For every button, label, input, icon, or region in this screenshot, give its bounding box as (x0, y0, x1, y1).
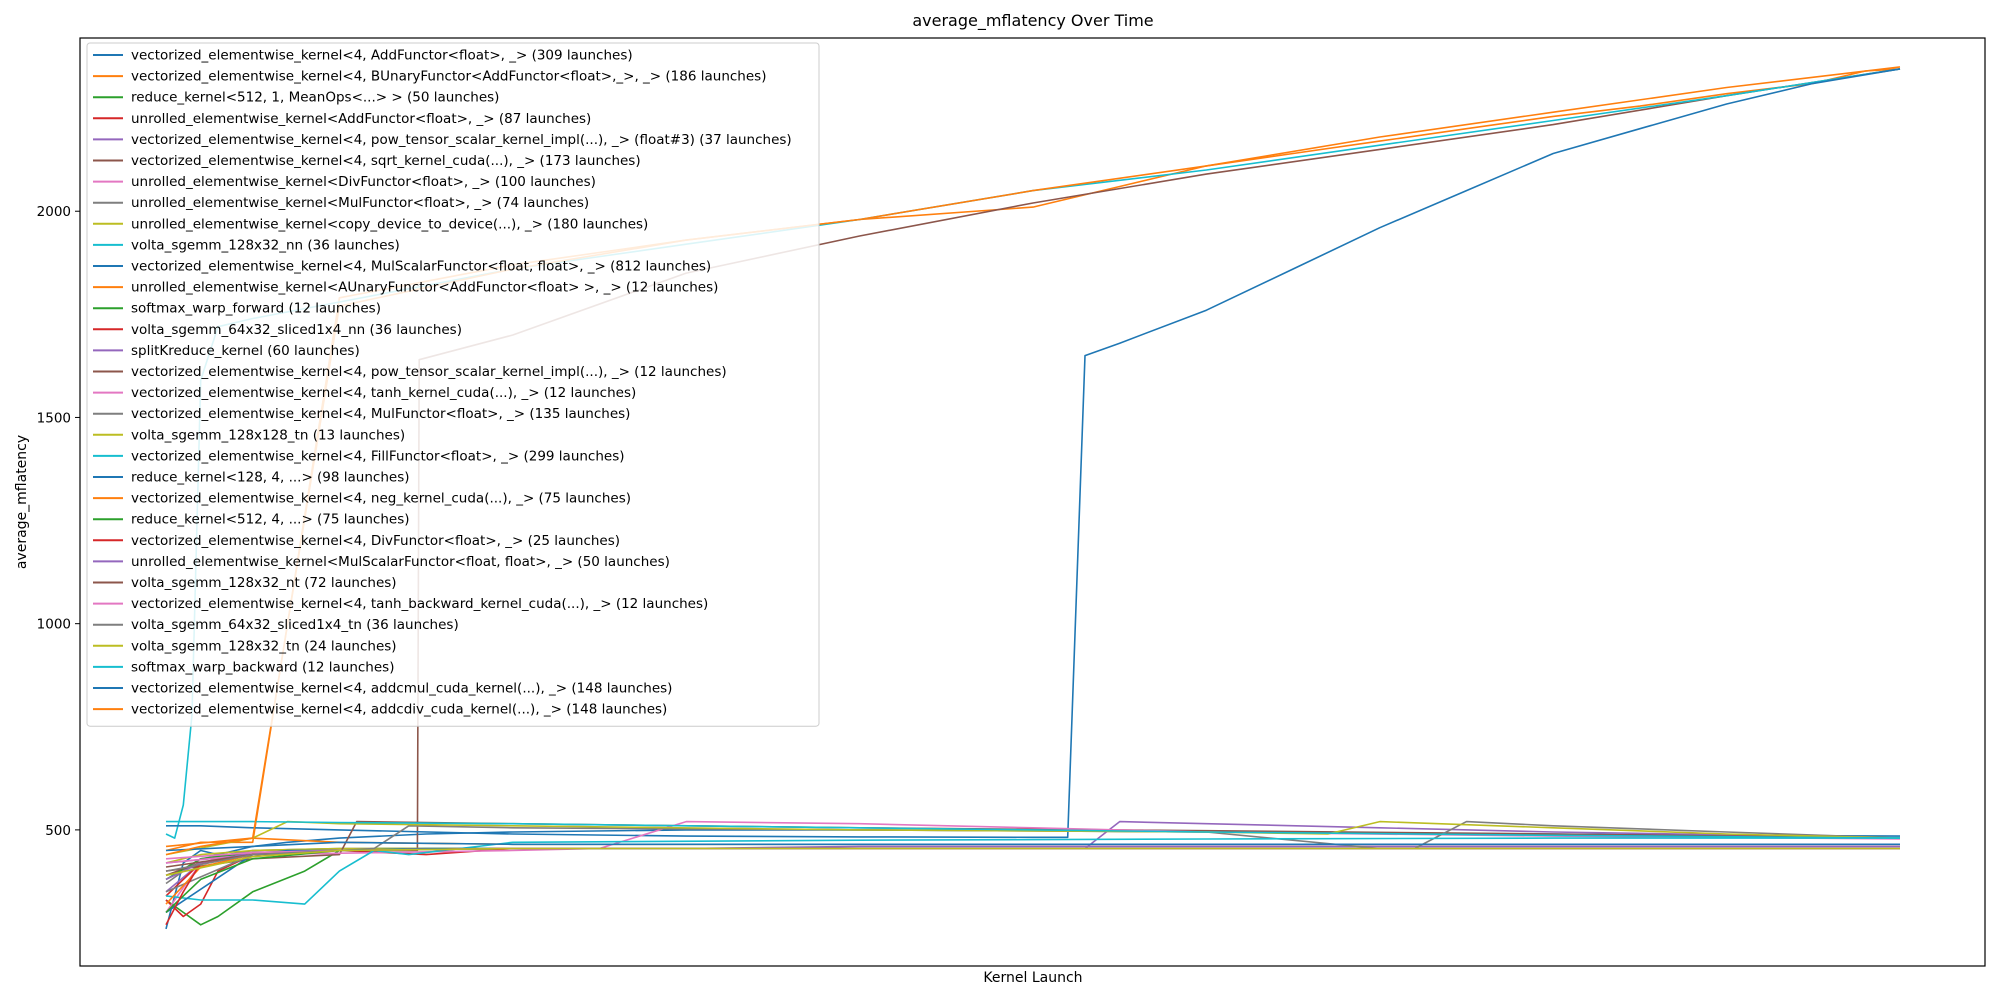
legend-entry: vectorized_elementwise_kernel<4, MulFunc… (131, 406, 630, 422)
series-line-21 (165, 847, 1900, 914)
legend-entry: volta_sgemm_128x128_tn (13 launches) (131, 427, 405, 443)
legend-entry: vectorized_elementwise_kernel<4, tanh_ba… (131, 596, 708, 612)
series-line-29 (165, 847, 1900, 877)
series-line-24 (165, 847, 1900, 926)
legend: vectorized_elementwise_kernel<4, AddFunc… (86, 42, 820, 727)
legend-entry: vectorized_elementwise_kernel<4, MulScal… (131, 259, 711, 275)
series-line-4 (165, 847, 1900, 918)
y-tick-label: 1000 (37, 617, 71, 633)
legend-box (86, 42, 820, 727)
series-line-32 (165, 66, 1901, 856)
legend-entry: unrolled_elementwise_kernel<MulScalarFun… (131, 554, 670, 570)
legend-entry: vectorized_elementwise_kernel<4, pow_ten… (131, 132, 792, 148)
series-line-11 (166, 68, 1901, 839)
x-axis-label: Kernel Launch (983, 970, 1082, 986)
y-tick-label: 1500 (37, 410, 71, 426)
legend-entry: softmax_warp_backward (12 launches) (131, 659, 394, 675)
series-line-19 (165, 820, 1901, 856)
legend-entry: unrolled_elementwise_kernel<copy_device_… (131, 216, 648, 232)
legend-entry: reduce_kernel<512, 4, ...> (75 launches) (131, 512, 410, 528)
legend-entry: volta_sgemm_128x32_nt (72 launches) (131, 575, 397, 591)
legend-entry: unrolled_elementwise_kernel<AUnaryFuncto… (131, 280, 718, 296)
legend-entry: softmax_warp_forward (12 launches) (131, 301, 381, 317)
series-line-20 (165, 837, 1900, 905)
legend-entry: volta_sgemm_64x32_sliced1x4_tn (36 launc… (131, 617, 459, 633)
plot-frame (79, 37, 1986, 967)
series-line-17 (165, 820, 1901, 864)
series-line-7 (165, 847, 1900, 913)
legend-entry: vectorized_elementwise_kernel<4, FillFun… (131, 448, 625, 464)
y-tick-label: 2000 (37, 204, 71, 220)
legend-entry: vectorized_elementwise_kernel<4, sqrt_ke… (131, 153, 641, 169)
legend-entry: volta_sgemm_128x32_tn (24 launches) (131, 638, 397, 654)
series-line-3 (165, 847, 1900, 926)
series-line-23 (165, 847, 1900, 913)
y-tick-label: 500 (45, 823, 71, 839)
plot-area (165, 66, 1901, 930)
series-line-9 (165, 847, 1900, 864)
legend-entry: reduce_kernel<128, 4, ...> (98 launches) (131, 470, 410, 486)
y-axis-ticks: 500 1000 1500 2000 (37, 204, 80, 839)
chart-title: average_mflatency Over Time (912, 11, 1153, 31)
series-line-8 (165, 847, 1900, 885)
legend-entry: splitKreduce_kernel (60 launches) (131, 343, 360, 359)
legend-entry: vectorized_elementwise_kernel<4, DivFunc… (131, 533, 620, 549)
legend-entry: vectorized_elementwise_kernel<4, addcmul… (131, 681, 672, 697)
legend-entry: unrolled_elementwise_kernel<DivFunctor<f… (131, 174, 596, 190)
legend-entry: volta_sgemm_128x32_nn (36 launches) (131, 237, 400, 253)
legend-entry: vectorized_elementwise_kernel<4, AddFunc… (131, 48, 633, 64)
legend-entry: vectorized_elementwise_kernel<4, BUnaryF… (131, 69, 766, 85)
legend-entry: reduce_kernel<512, 1, MeanOps<...> > (50… (131, 90, 499, 106)
series-line-30 (166, 820, 1901, 839)
legend-entry: vectorized_elementwise_kernel<4, tanh_ke… (131, 385, 636, 401)
legend-entry: volta_sgemm_64x32_sliced1x4_nn (36 launc… (131, 322, 462, 338)
legend-entry: unrolled_elementwise_kernel<AddFunctor<f… (131, 111, 591, 127)
legend-entry: vectorized_elementwise_kernel<4, neg_ker… (131, 491, 631, 507)
series-line-14 (165, 847, 1900, 897)
legend-entry: vectorized_elementwise_kernel<4, addcdiv… (131, 702, 667, 718)
legend-entry: vectorized_elementwise_kernel<4, pow_ten… (131, 364, 727, 380)
y-axis-label: average_mflatency (14, 435, 30, 569)
series-line-22 (165, 847, 1900, 905)
legend-entry: unrolled_elementwise_kernel<MulFunctor<f… (131, 195, 589, 211)
series-line-31 (165, 841, 1900, 852)
